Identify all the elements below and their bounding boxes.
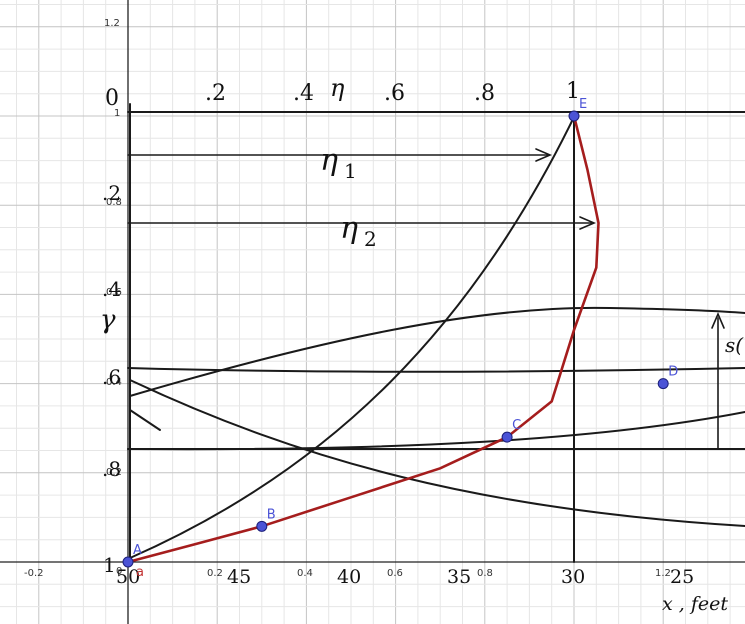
- bottom-tick-25: 25: [670, 566, 694, 588]
- x-tick-0-6: 0.6: [387, 568, 403, 579]
- point-label-e: E: [579, 97, 587, 112]
- point-label-b: B: [267, 507, 276, 522]
- x-tick-0-4: 0.4: [297, 568, 313, 579]
- sketch-y-tick-0-4: .4: [102, 277, 121, 301]
- y-tick-1-2: 1.2: [104, 18, 120, 29]
- x-tick-neg-0-2: -0.2: [24, 568, 44, 579]
- bottom-tick-40: 40: [337, 566, 361, 588]
- origin-label: 0: [116, 566, 122, 577]
- sketch-y-tick-0-6: .6: [102, 365, 121, 389]
- point-a[interactable]: [122, 556, 134, 568]
- hand-drawn-sketch: 0 .2 .4 η .6 .8 1 .2 .4 .6 .8 1 γ 50 45 …: [100, 74, 745, 615]
- eta-tick-0-4: .4: [293, 81, 314, 106]
- bottom-tick-30: 30: [561, 566, 585, 588]
- eta1-arrowhead: [535, 148, 553, 162]
- eta1-subscript: 1: [344, 159, 357, 183]
- eta-tick-0-6: .6: [384, 81, 405, 106]
- eta-tick-1: 1: [566, 79, 580, 104]
- y-tick-0-8: 0.8: [106, 197, 122, 208]
- sketch-diagonal-curve: [129, 116, 575, 559]
- point-label-a: A: [133, 543, 142, 558]
- eta2-symbol: η: [340, 211, 358, 246]
- point-b[interactable]: [256, 520, 268, 532]
- eta-tick-0-2: .2: [205, 81, 226, 106]
- x-tick-1-2: 1.2: [655, 568, 671, 579]
- y-tick-0-4: 0.4: [106, 377, 122, 388]
- points-layer: A B C D E: [122, 97, 678, 568]
- eta-axis-symbol: η: [330, 74, 345, 102]
- y-tick-0-2: 0.2: [106, 467, 122, 478]
- eta2-subscript: 2: [364, 227, 377, 251]
- point-d[interactable]: [657, 378, 669, 390]
- bottom-tick-35: 35: [447, 566, 471, 588]
- sketch-lower-curve: [127, 411, 745, 451]
- sketch-mid-line: [127, 367, 745, 373]
- axis-tick-labels: -0.2 0.2 0.4 0.6 0.8 1.2 0.2 0.4 0.6 0.8…: [24, 18, 671, 579]
- point-c[interactable]: [501, 431, 513, 443]
- sketch-y-tick-1: 1: [103, 553, 116, 577]
- s-arrowhead: [711, 311, 725, 329]
- sketch-left-kink: [129, 409, 161, 431]
- y-tick-1: 1: [114, 108, 120, 119]
- eta2-arrowhead: [579, 216, 597, 230]
- x-tick-0-8: 0.8: [477, 568, 493, 579]
- x-tick-0-2: 0.2: [207, 568, 223, 579]
- sketch-descending-curve: [129, 379, 745, 527]
- bottom-tick-45: 45: [227, 566, 251, 588]
- eta-tick-0: 0: [105, 86, 119, 111]
- sketch-y-tick-0-2: .2: [102, 181, 121, 205]
- s-label: s(: [725, 333, 744, 357]
- point-e[interactable]: [568, 110, 580, 122]
- sketch-y-tick-0-8: .8: [102, 457, 121, 481]
- red-parametric-curve[interactable]: [126, 114, 600, 564]
- x-feet-label: x , feet: [662, 593, 728, 615]
- y-tick-0-6: 0.6: [106, 287, 122, 298]
- sketch-y-axis-symbol: γ: [100, 305, 116, 335]
- point-label-d: D: [668, 365, 678, 380]
- eta1-symbol: η: [320, 143, 338, 178]
- point-label-c: C: [512, 418, 521, 433]
- red-point-label: a: [136, 565, 144, 580]
- sketch-upper-wave: [129, 306, 745, 397]
- eta-tick-0-8: .8: [474, 81, 495, 106]
- bottom-tick-50: 50: [116, 566, 140, 588]
